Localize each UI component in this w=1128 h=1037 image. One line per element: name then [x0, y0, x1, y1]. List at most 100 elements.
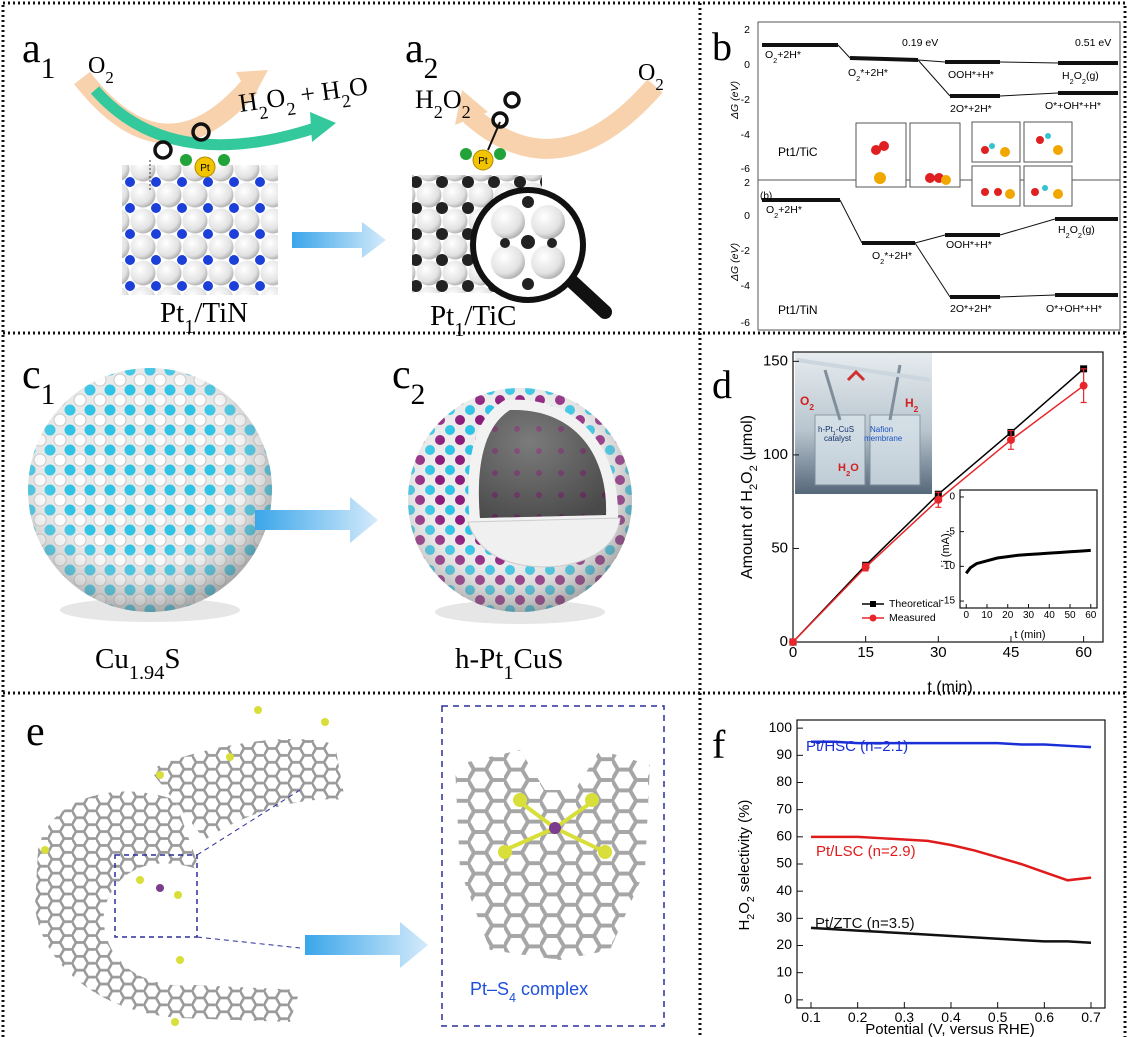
subscript: 2	[105, 68, 113, 87]
subscript: 2	[914, 404, 919, 414]
marker	[1006, 435, 1015, 444]
text-part: O	[872, 250, 880, 262]
state-label: O2+2H*	[766, 204, 802, 220]
text-part: H	[1058, 224, 1066, 236]
graphene-sheet	[150, 739, 345, 840]
y-tick-label: -5	[946, 526, 955, 537]
text-part: /TiN	[194, 297, 248, 329]
y-tick-label: 90	[776, 746, 792, 762]
state-label: OOH*+H*	[946, 239, 992, 251]
text-part: O	[800, 394, 809, 408]
tick-label: -2	[741, 94, 750, 106]
y-tick-label: 10	[776, 963, 792, 979]
subscript: 2	[774, 211, 778, 220]
panel-e: e Pt–S4 complex	[26, 705, 665, 1027]
ligand-atom	[494, 148, 506, 160]
atom-label: Pt	[200, 163, 210, 174]
state-label: H2O2(g)	[1058, 224, 1095, 240]
y-tick-label: 70	[776, 800, 792, 816]
text-part: H	[838, 462, 846, 474]
panel-label: d	[712, 362, 732, 407]
text-part: *+2H*	[860, 67, 888, 79]
x-tick-label: 45	[1003, 644, 1020, 661]
state-label: 2O*+2H*	[950, 103, 992, 115]
photo-label: H2	[905, 396, 919, 414]
species: O2	[88, 53, 114, 87]
ligand-atom	[218, 154, 230, 166]
subscript: 2	[1066, 231, 1070, 240]
subscript: 2	[880, 257, 884, 266]
text-part: Amount of H	[739, 490, 756, 579]
sample-label: Cu1.94S	[95, 643, 180, 684]
panel-label: a2	[405, 26, 438, 85]
sphere-shading	[28, 368, 272, 612]
x-tick-label: 0.7	[1081, 1009, 1101, 1025]
y-tick-label: -10	[941, 561, 956, 572]
transform-arrow	[255, 497, 378, 543]
subscript: 1	[833, 431, 836, 437]
panel-label: c1	[22, 352, 55, 411]
complex-label: Pt–S4 complex	[470, 979, 588, 1005]
tick-label: 0	[744, 210, 750, 222]
state-label: O*+OH*+H*	[1045, 100, 1101, 112]
subscript: 2	[258, 102, 270, 123]
x-tick-label: 0.5	[988, 1009, 1008, 1025]
tin-lattice	[122, 165, 278, 295]
y-axis-label: Amount of H2O2 (μmol)	[739, 415, 760, 579]
text-part: +2H*	[777, 49, 801, 61]
tick-label: -4	[741, 280, 750, 292]
subscript: 1.94	[129, 662, 165, 684]
text-part: selectivity (%)	[736, 800, 753, 897]
x-tick-label: 10	[981, 610, 993, 621]
x-tick-label: 40	[1044, 610, 1056, 621]
x-axis-label: t (min)	[1014, 629, 1045, 641]
pt-atom	[549, 822, 561, 834]
transform-arrow	[292, 222, 386, 258]
panel-label: e	[26, 709, 45, 755]
legend-label: Theoretical	[889, 598, 941, 610]
series-line	[810, 926, 1092, 945]
y-tick-label: 150	[763, 352, 788, 369]
panel-label: c2	[392, 352, 425, 411]
state-label: H2O2(g)	[1062, 70, 1099, 86]
y-tick-label: 0	[780, 633, 788, 650]
panel-c: c1 c2 Cu1.94S h-Pt1CuS	[22, 352, 632, 684]
ligand-atom	[180, 154, 192, 166]
subscript: 2	[411, 379, 426, 411]
state-label: OOH*+H*	[948, 69, 994, 81]
x-tick-label: 0.6	[1035, 1009, 1055, 1025]
text-part: O	[347, 71, 370, 102]
y-tick-label: -15	[941, 596, 956, 607]
x-tick-label: 0.4	[941, 1009, 961, 1025]
subscript: 4	[509, 991, 516, 1005]
text-part: /TiC	[464, 300, 516, 332]
text-part: O	[1074, 70, 1082, 82]
legend-marker	[870, 601, 876, 607]
subscript: 2	[340, 91, 352, 112]
subscript: 2	[1070, 77, 1074, 86]
oxygen-atom	[191, 122, 211, 142]
flow-arc	[463, 79, 663, 159]
photo-label: H2O	[838, 462, 859, 478]
flow-arc	[90, 86, 317, 151]
species: H2O2	[415, 85, 471, 122]
text-part: c	[22, 352, 41, 398]
x-tick-label: 15	[857, 644, 874, 661]
x-tick-label: 0.1	[801, 1009, 821, 1025]
pt-s-bonds	[504, 800, 606, 854]
subscript: 2	[773, 56, 777, 65]
tick-label: 2	[744, 177, 750, 189]
y-tick-label: 50	[776, 855, 792, 871]
y-tick-label: 80	[776, 773, 792, 789]
x-axis-label: Potential (V, versus RHE)	[865, 1021, 1035, 1037]
text-part: (μmol)	[739, 415, 756, 465]
transform-arrow	[305, 922, 428, 968]
series-line	[811, 740, 1092, 749]
species: H2O2 + H2O	[237, 71, 371, 126]
legend-marker	[869, 614, 877, 622]
barrier-label: 0.51 eV	[1075, 37, 1111, 49]
y-tick-label: 100	[769, 719, 793, 735]
species: O2	[638, 60, 664, 94]
